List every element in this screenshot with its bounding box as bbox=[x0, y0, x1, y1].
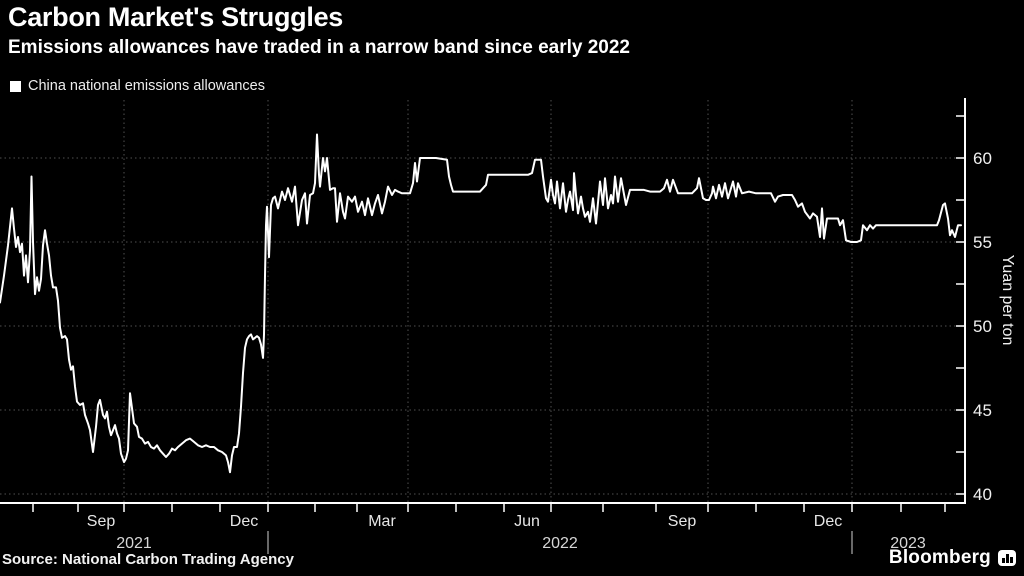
page-title: Carbon Market's Struggles bbox=[8, 2, 343, 32]
legend: China national emissions allowances bbox=[10, 78, 265, 94]
year-label: 2023 bbox=[890, 535, 926, 552]
year-label: 2022 bbox=[542, 535, 578, 552]
bloomberg-logo: Bloomberg bbox=[889, 547, 1016, 569]
y-tick-label: 50 bbox=[973, 317, 992, 336]
y-tick-label: 40 bbox=[973, 485, 992, 504]
x-month-label: Jun bbox=[514, 513, 540, 530]
x-month-label: Dec bbox=[230, 513, 258, 530]
y-tick-label: 55 bbox=[973, 233, 992, 252]
series-line bbox=[0, 133, 962, 474]
bloomberg-chart-icon bbox=[998, 550, 1016, 566]
source-caption: Source: National Carbon Trading Agency bbox=[2, 551, 294, 568]
y-tick-label: 45 bbox=[973, 401, 992, 420]
legend-swatch-icon bbox=[10, 80, 21, 92]
chart-subtitle: Emissions allowances have traded in a na… bbox=[8, 37, 630, 58]
x-month-label: Sep bbox=[668, 513, 697, 530]
bloomberg-wordmark: Bloomberg bbox=[888, 547, 991, 568]
x-month-label: Sep bbox=[87, 513, 116, 530]
year-label: 2021 bbox=[116, 535, 152, 552]
x-month-label: Dec bbox=[814, 513, 842, 530]
x-month-label: Mar bbox=[368, 513, 396, 530]
y-tick-label: 60 bbox=[973, 149, 992, 168]
legend-label: China national emissions allowances bbox=[28, 78, 265, 94]
y-axis-title: Yuan per ton bbox=[999, 255, 1016, 346]
